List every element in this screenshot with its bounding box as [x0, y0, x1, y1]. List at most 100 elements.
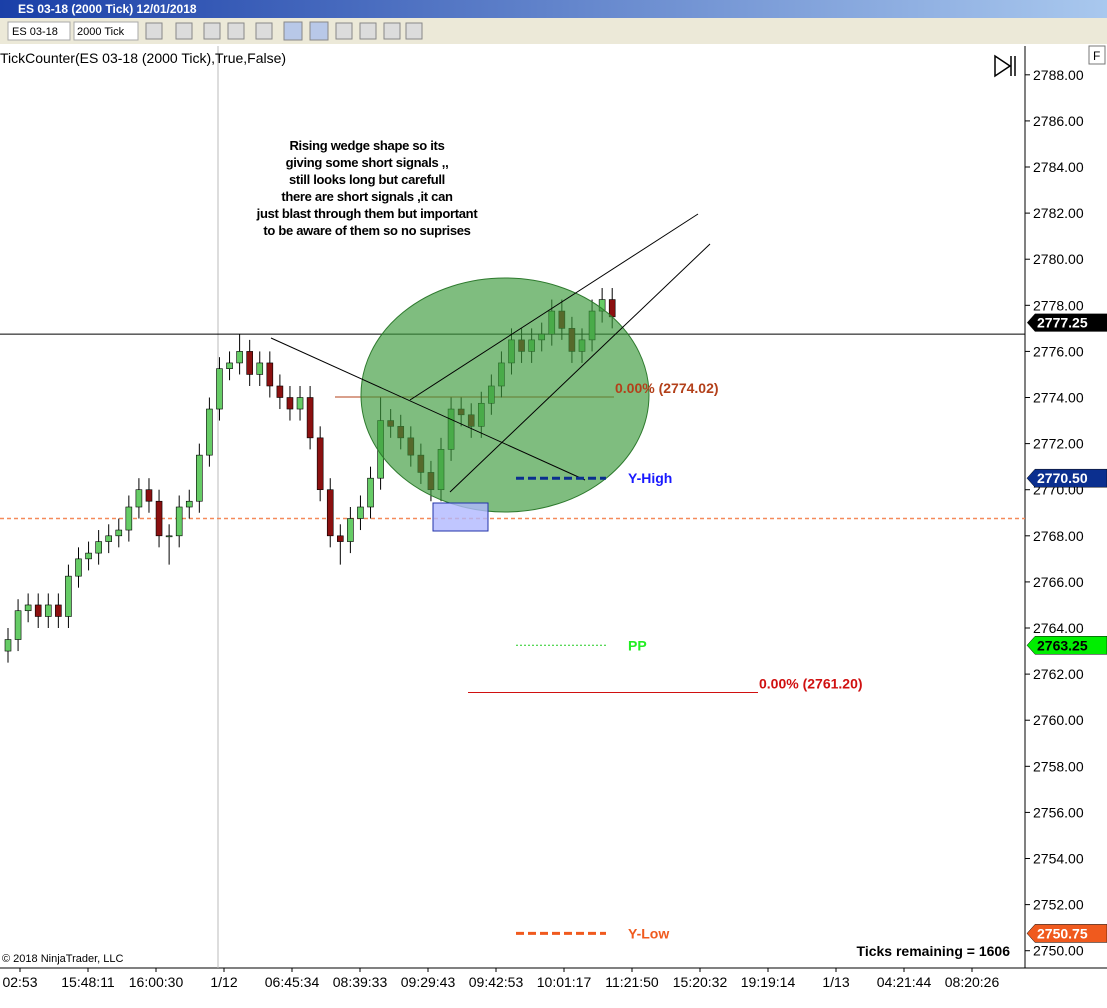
- candle-body: [105, 535, 112, 542]
- candle-body: [296, 397, 304, 410]
- title-bar: [0, 0, 1107, 18]
- candle-body: [306, 397, 314, 439]
- y-tick-label: 2788.00: [1033, 67, 1084, 83]
- x-tick-label: 15:48:11: [61, 974, 115, 990]
- level-name: Y-High: [628, 470, 672, 486]
- instrument-box[interactable]: [7, 21, 71, 41]
- candle-body: [337, 535, 344, 542]
- x-tick-label: 02:53: [2, 974, 37, 990]
- y-tick-label: 2756.00: [1033, 804, 1084, 820]
- y-tick-label: 2772.00: [1033, 436, 1084, 452]
- y-tick-label: 2754.00: [1033, 851, 1084, 867]
- candle-body: [196, 454, 203, 502]
- x-tick-label: 08:20:26: [945, 974, 1000, 990]
- y-tick-label: 2768.00: [1033, 528, 1084, 544]
- y-tick-label: 2776.00: [1033, 343, 1084, 359]
- candle-body: [14, 610, 22, 640]
- y-tick-label: 2778.00: [1033, 297, 1084, 313]
- x-tick-label: 09:42:53: [469, 974, 524, 990]
- candle-body: [44, 604, 52, 617]
- x-tick-label: 15:20:32: [673, 974, 728, 990]
- level-marker: [1026, 636, 1107, 655]
- candle-body: [256, 362, 264, 375]
- y-tick-label: 2786.00: [1033, 113, 1084, 129]
- y-tick-label: 2758.00: [1033, 758, 1084, 774]
- level-marker-label: 2750.75: [1037, 925, 1088, 941]
- candle-body: [236, 351, 243, 364]
- panel-button-label[interactable]: F: [1093, 49, 1100, 63]
- y-tick-label: 2784.00: [1033, 159, 1084, 175]
- level-name: PP: [628, 637, 647, 653]
- candle-body: [246, 351, 253, 375]
- candle-body: [316, 437, 324, 491]
- y-tick-label: 2750.00: [1033, 943, 1084, 959]
- candle-body: [367, 477, 374, 508]
- indicator-label: TickCounter(ES 03-18 (2000 Tick),True,Fa…: [0, 50, 286, 66]
- x-tick-label: 1/12: [210, 974, 237, 990]
- candle-body: [4, 639, 12, 652]
- candle-body: [165, 535, 173, 538]
- fib-label: 0.00% (2774.02): [615, 380, 719, 396]
- candle-body: [145, 489, 153, 502]
- x-tick-label: 04:21:44: [877, 974, 932, 990]
- x-tick-label: 19:19:14: [741, 974, 796, 990]
- x-tick-label: 06:45:34: [265, 974, 320, 990]
- x-tick-label: 10:01:17: [537, 974, 592, 990]
- candle-body: [65, 575, 72, 617]
- y-tick-label: 2760.00: [1033, 712, 1084, 728]
- level-marker-label: 2770.50: [1037, 470, 1088, 486]
- panel-button[interactable]: [1088, 45, 1106, 65]
- y-tick-label: 2780.00: [1033, 251, 1084, 267]
- candle-body: [75, 558, 82, 577]
- annotation-line: giving some short signals ,,: [286, 155, 449, 170]
- y-tick-label: 2782.00: [1033, 205, 1084, 221]
- candle-body: [347, 518, 354, 542]
- copyright: © 2018 NinjaTrader, LLC: [2, 953, 123, 965]
- candle-body: [608, 299, 616, 318]
- annotation-line: still looks long but carefull: [289, 172, 445, 187]
- annotation: Rising wedge shape so its giving some sho…: [256, 138, 479, 238]
- scroll-end-icon[interactable]: [994, 54, 1016, 78]
- toolbar: [0, 18, 1107, 44]
- period[interactable]: 2000 Tick: [77, 26, 125, 38]
- candle-body: [95, 541, 102, 554]
- ticks-remaining: Ticks remaining = 1606: [857, 943, 1011, 959]
- candle-body: [226, 362, 233, 369]
- last-price-marker: [1027, 313, 1107, 332]
- candle-body: [135, 489, 143, 508]
- candle-body: [266, 362, 274, 387]
- y-tick-label: 2762.00: [1033, 666, 1084, 682]
- last-price-label: 2777.25: [1037, 315, 1088, 331]
- candle-body: [357, 506, 364, 519]
- x-tick-label: 11:21:50: [605, 974, 659, 990]
- toolbar-icons[interactable]: [145, 21, 423, 41]
- candle-body: [216, 368, 223, 410]
- window-title: ES 03-18 (2000 Tick) 12/01/2018: [18, 2, 197, 16]
- fib-label: 0.00% (2761.20): [759, 676, 863, 692]
- level-marker: [1026, 468, 1107, 488]
- candle-body: [155, 500, 163, 537]
- candle-body: [326, 489, 334, 537]
- annotation-line: there are short signals ,it can: [281, 189, 453, 204]
- candle-body: [55, 604, 62, 617]
- candle-body: [185, 500, 193, 508]
- level-name: Y-Low: [628, 925, 669, 941]
- level-marker-label: 2763.25: [1037, 637, 1088, 653]
- level-marker: [1026, 924, 1107, 943]
- annotation-line: Rising wedge shape so its: [289, 138, 444, 153]
- candle-body: [85, 552, 92, 560]
- y-tick-label: 2764.00: [1033, 620, 1084, 636]
- candle-body: [276, 385, 284, 398]
- x-tick-label: 1/13: [822, 974, 849, 990]
- annotation-line: just blast through them but important: [256, 206, 479, 221]
- y-tick-label: 2766.00: [1033, 574, 1084, 590]
- x-tick-label: 16:00:30: [129, 974, 184, 990]
- y-tick-label: 2752.00: [1033, 897, 1084, 913]
- drawings: [270, 213, 711, 532]
- instrument[interactable]: ES 03-18: [12, 26, 58, 38]
- candle-body: [34, 604, 42, 617]
- candle-body: [286, 397, 294, 410]
- candle-body: [125, 506, 133, 531]
- period-box[interactable]: [73, 21, 139, 41]
